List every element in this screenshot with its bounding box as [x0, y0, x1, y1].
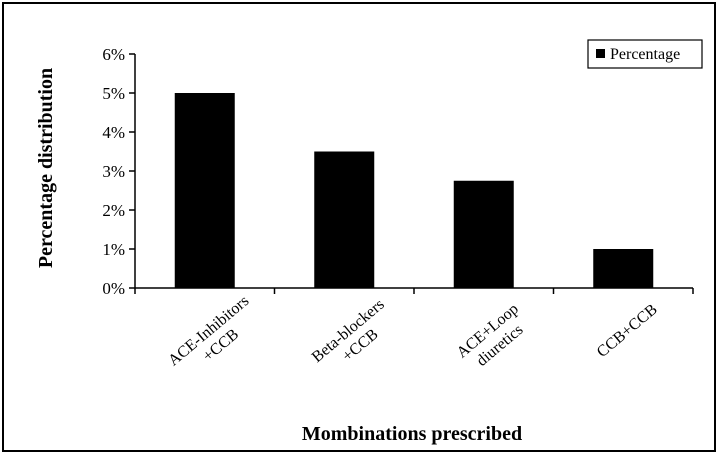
x-axis-title: Mombinations prescribed — [302, 423, 522, 445]
bar — [314, 151, 375, 288]
x-category-label: CCB+CCB — [594, 301, 661, 361]
y-tick-label: 4% — [102, 123, 125, 142]
y-tick-label: 0% — [102, 279, 125, 298]
bar — [174, 93, 235, 288]
legend: Percentage — [587, 39, 703, 69]
y-tick-label: 1% — [102, 240, 125, 259]
x-category-label: ACE+Loopdiuretics — [454, 300, 534, 376]
y-tick-label: 3% — [102, 162, 125, 181]
y-tick-label: 6% — [102, 45, 125, 64]
bar — [453, 180, 514, 288]
legend-label: Percentage — [610, 46, 680, 63]
y-axis-title: Percentage distribution — [35, 68, 57, 268]
y-tick-label: 2% — [102, 201, 125, 220]
y-tick-label: 5% — [102, 84, 125, 103]
x-category-label-line: CCB+CCB — [594, 301, 661, 361]
legend-swatch — [596, 49, 605, 58]
plot-area: 0% 1% 2% 3% 4% 5% 6% ACE-Inhibitors+CCB Beta-blo… — [102, 45, 694, 384]
x-category-label: ACE-Inhibitors+CCB — [165, 292, 264, 384]
legend-box — [587, 39, 703, 69]
x-category-label: Beta-blockers+CCB — [309, 296, 400, 381]
bar — [593, 249, 654, 288]
